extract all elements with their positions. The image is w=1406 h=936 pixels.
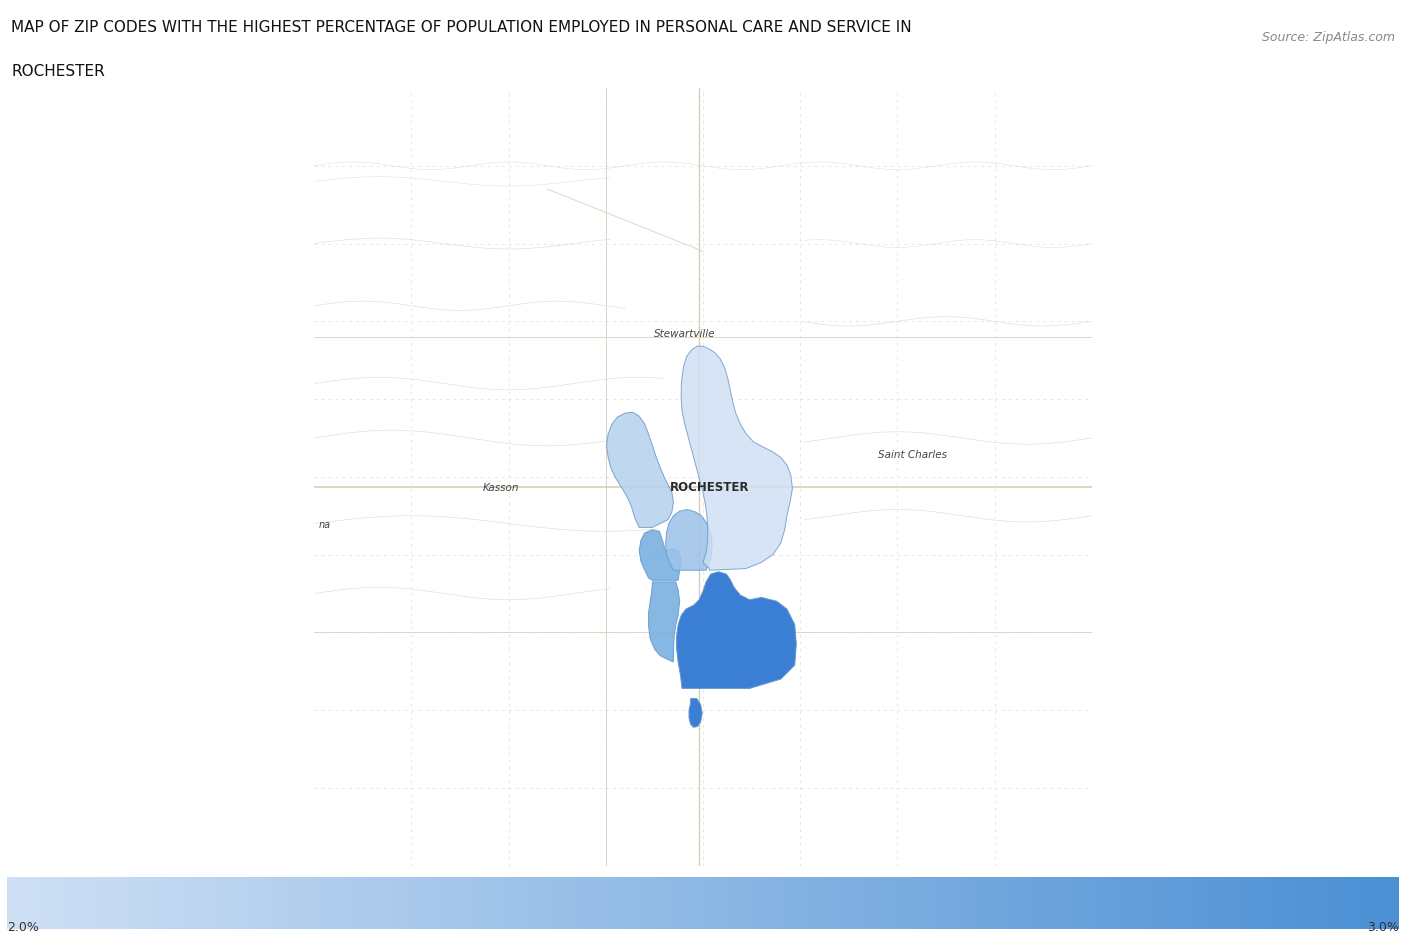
Polygon shape (682, 347, 793, 571)
Text: ROCHESTER: ROCHESTER (11, 64, 105, 79)
Text: 2.0%: 2.0% (7, 920, 39, 933)
Text: 3.0%: 3.0% (1367, 920, 1399, 933)
Polygon shape (648, 582, 679, 663)
Polygon shape (676, 572, 796, 689)
Text: Stewartville: Stewartville (654, 329, 716, 339)
Polygon shape (689, 699, 702, 727)
Polygon shape (665, 510, 713, 571)
Text: ROCHESTER: ROCHESTER (669, 481, 749, 494)
Text: na: na (318, 519, 330, 529)
Text: MAP OF ZIP CODES WITH THE HIGHEST PERCENTAGE OF POPULATION EMPLOYED IN PERSONAL : MAP OF ZIP CODES WITH THE HIGHEST PERCEN… (11, 20, 912, 35)
Text: Source: ZipAtlas.com: Source: ZipAtlas.com (1261, 31, 1395, 44)
Text: Kasson: Kasson (482, 482, 519, 492)
Polygon shape (606, 413, 673, 528)
Text: Saint Charles: Saint Charles (879, 449, 948, 459)
Polygon shape (640, 530, 682, 580)
